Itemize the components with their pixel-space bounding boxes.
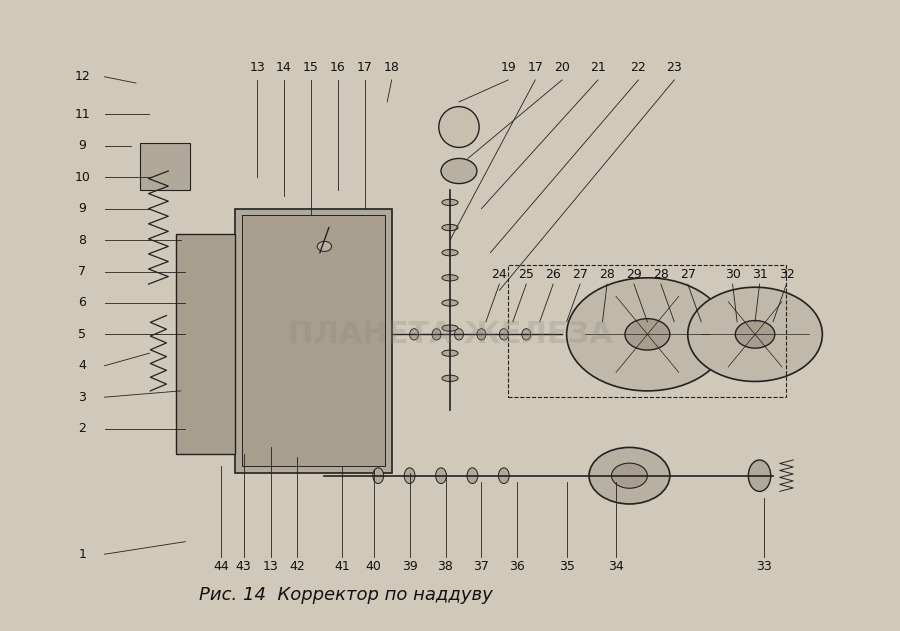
Text: 27: 27	[680, 268, 696, 281]
Text: 25: 25	[518, 268, 535, 281]
Ellipse shape	[442, 249, 458, 256]
Ellipse shape	[404, 468, 415, 483]
Text: 32: 32	[778, 268, 795, 281]
Text: 38: 38	[437, 560, 454, 574]
Circle shape	[625, 319, 670, 350]
Text: 39: 39	[401, 560, 418, 574]
Text: 27: 27	[572, 268, 588, 281]
Text: 23: 23	[666, 61, 682, 74]
Ellipse shape	[442, 274, 458, 281]
Text: 6: 6	[78, 297, 86, 309]
Ellipse shape	[454, 329, 464, 340]
Ellipse shape	[748, 460, 770, 492]
Ellipse shape	[477, 329, 486, 340]
Circle shape	[590, 447, 670, 504]
Text: 36: 36	[509, 560, 526, 574]
Text: 5: 5	[78, 328, 86, 341]
Ellipse shape	[499, 468, 509, 483]
Text: 28: 28	[599, 268, 615, 281]
Text: 18: 18	[383, 61, 400, 74]
Ellipse shape	[373, 468, 383, 483]
Text: 22: 22	[631, 61, 646, 74]
Text: 14: 14	[276, 61, 292, 74]
Ellipse shape	[436, 468, 446, 483]
Ellipse shape	[467, 468, 478, 483]
Text: 41: 41	[335, 560, 350, 574]
Circle shape	[688, 287, 823, 382]
Text: 19: 19	[500, 61, 517, 74]
Text: 42: 42	[290, 560, 305, 574]
Text: Рис. 14  Корректор по наддуву: Рис. 14 Корректор по наддуву	[199, 586, 492, 604]
Text: 1: 1	[78, 548, 86, 561]
Text: 9: 9	[78, 202, 86, 215]
Text: ПЛАНЕТА ЖЕЛЕЗА: ПЛАНЕТА ЖЕЛЕЗА	[288, 320, 612, 349]
Text: 20: 20	[554, 61, 570, 74]
Text: 8: 8	[78, 233, 86, 247]
Ellipse shape	[442, 300, 458, 306]
FancyBboxPatch shape	[242, 215, 384, 466]
Text: 16: 16	[330, 61, 346, 74]
Text: 37: 37	[473, 560, 490, 574]
Text: 24: 24	[491, 268, 508, 281]
Text: 34: 34	[608, 560, 624, 574]
Text: 40: 40	[365, 560, 382, 574]
Text: 44: 44	[213, 560, 230, 574]
Text: 21: 21	[590, 61, 606, 74]
Text: 28: 28	[652, 268, 669, 281]
Ellipse shape	[439, 107, 479, 148]
Text: 43: 43	[236, 560, 251, 574]
Text: 13: 13	[249, 61, 265, 74]
Ellipse shape	[410, 329, 418, 340]
Ellipse shape	[442, 325, 458, 331]
Text: 10: 10	[74, 171, 90, 184]
Text: 4: 4	[78, 359, 86, 372]
Ellipse shape	[442, 199, 458, 206]
Text: 33: 33	[756, 560, 772, 574]
Circle shape	[611, 463, 647, 488]
Text: 12: 12	[75, 70, 90, 83]
Text: 15: 15	[303, 61, 319, 74]
FancyBboxPatch shape	[235, 209, 392, 473]
Text: 31: 31	[752, 268, 768, 281]
Text: 2: 2	[78, 422, 86, 435]
Text: 35: 35	[559, 560, 574, 574]
Ellipse shape	[522, 329, 531, 340]
Text: 17: 17	[356, 61, 373, 74]
Text: 3: 3	[78, 391, 86, 404]
Text: 7: 7	[78, 265, 86, 278]
Text: 13: 13	[263, 560, 278, 574]
Text: 9: 9	[78, 139, 86, 152]
Ellipse shape	[500, 329, 508, 340]
Text: 26: 26	[545, 268, 561, 281]
Text: 17: 17	[527, 61, 544, 74]
FancyBboxPatch shape	[140, 143, 190, 190]
Text: 30: 30	[724, 268, 741, 281]
Ellipse shape	[441, 158, 477, 184]
Circle shape	[567, 278, 728, 391]
FancyBboxPatch shape	[176, 234, 235, 454]
Ellipse shape	[442, 225, 458, 231]
Circle shape	[735, 321, 775, 348]
Ellipse shape	[432, 329, 441, 340]
Ellipse shape	[442, 350, 458, 357]
Circle shape	[317, 242, 331, 251]
Text: 11: 11	[75, 108, 90, 121]
Text: 29: 29	[626, 268, 642, 281]
Ellipse shape	[442, 375, 458, 382]
